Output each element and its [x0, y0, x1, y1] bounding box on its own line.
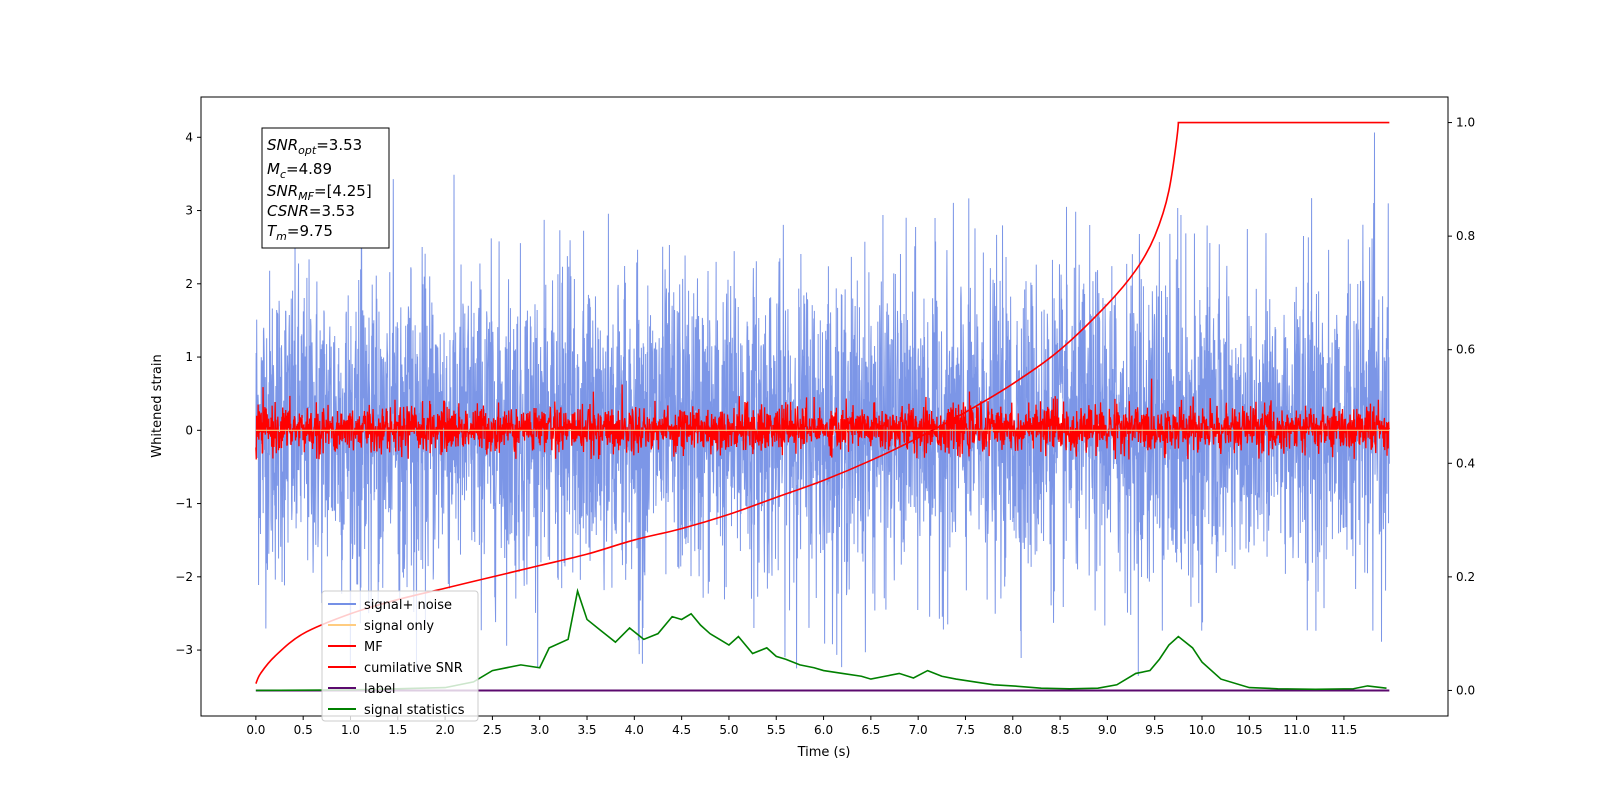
y-tick-label: −3 [175, 643, 193, 657]
y2-tick-label: 0.0 [1456, 683, 1475, 697]
y2-tick-label: 0.2 [1456, 570, 1475, 584]
annotation-tm: Tm=9.75 [267, 222, 333, 243]
x-tick-label: 1.5 [388, 723, 407, 737]
y-tick-label: 2 [185, 277, 193, 291]
x-tick-label: 3.0 [530, 723, 549, 737]
y2-tick-label: 0.8 [1456, 229, 1475, 243]
plot-frame [200, 96, 1449, 717]
x-tick-label: 4.5 [672, 723, 691, 737]
legend-label-signal-only: signal only [364, 619, 434, 634]
y-tick-label: 3 [185, 204, 193, 218]
y-axis-label: Whitened strain [150, 354, 165, 457]
x-tick-label: 5.0 [719, 723, 738, 737]
x-tick-label: 10.0 [1189, 723, 1216, 737]
series-signal-statistics [255, 587, 1387, 692]
x-tick-label: 6.5 [861, 723, 880, 737]
x-tick-label: 2.0 [436, 723, 455, 737]
signal-statistics-line [255, 587, 1387, 692]
annotation-snr-opt: SNRopt=3.53 [267, 136, 362, 157]
y2-tick-label: 0.4 [1456, 456, 1475, 470]
x-tick-label: 9.0 [1098, 723, 1117, 737]
y-tick-label: 1 [185, 350, 193, 364]
x-tick-label: 1.0 [341, 723, 360, 737]
annotation-box: SNRopt=3.53 Mc=4.89 SNRMF=[4.25] CSNR=3.… [261, 127, 390, 249]
x-tick-label: 11.5 [1331, 723, 1358, 737]
x-tick-label: 6.0 [814, 723, 833, 737]
x-tick-label: 8.0 [1003, 723, 1022, 737]
legend-label-signal-statistics: signal statistics [364, 703, 465, 718]
x-tick-label: 4.0 [625, 723, 644, 737]
x-tick-label: 5.5 [767, 723, 786, 737]
annotation-mc: Mc=4.89 [267, 160, 332, 181]
x-tick-label: 8.5 [1051, 723, 1070, 737]
series-mf [255, 378, 1390, 460]
x-axis-ticks: 0.0 0.5 1.0 1.5 2.0 2.5 3.0 3.5 4.0 4.5 5.0 5.5 6.0 6… [246, 716, 1357, 737]
y-tick-label: −1 [175, 497, 193, 511]
x-tick-label: 0.0 [246, 723, 265, 737]
x-tick-label: 7.5 [956, 723, 975, 737]
legend-label-signal-noise: signal+ noise [364, 598, 452, 613]
mf-line [255, 378, 1390, 460]
x-tick-label: 2.5 [483, 723, 502, 737]
annotation-frame [261, 127, 390, 249]
annotation-snr-mf: SNRMF=[4.25] [267, 182, 372, 203]
legend-label-label: label [364, 682, 395, 697]
y2-axis-ticks: 1.0 0.8 0.6 0.4 0.2 0.0 [1448, 116, 1475, 697]
legend-frame [321, 590, 479, 722]
legend-label-mf: MF [364, 640, 383, 655]
x-tick-label: 3.5 [577, 723, 596, 737]
x-tick-label: 11.0 [1283, 723, 1310, 737]
y-tick-label: 4 [185, 130, 193, 144]
annotation-csnr: CSNR=3.53 [267, 202, 355, 220]
y-axis-ticks: 4 3 2 1 0 −1 −2 −3 [175, 130, 201, 657]
x-tick-label: 10.5 [1236, 723, 1263, 737]
x-tick-label: 0.5 [294, 723, 313, 737]
x-tick-label: 7.0 [909, 723, 928, 737]
legend: signal+ noise signal only MF cumilative … [321, 590, 479, 722]
y2-tick-label: 0.6 [1456, 343, 1475, 357]
x-tick-label: 9.5 [1145, 723, 1164, 737]
y-tick-label: 0 [185, 423, 193, 437]
y2-tick-label: 1.0 [1456, 116, 1475, 130]
x-axis-label: Time (s) [797, 745, 851, 760]
y-tick-label: −2 [175, 570, 193, 584]
legend-label-cumulative-snr: cumilative SNR [364, 661, 463, 676]
